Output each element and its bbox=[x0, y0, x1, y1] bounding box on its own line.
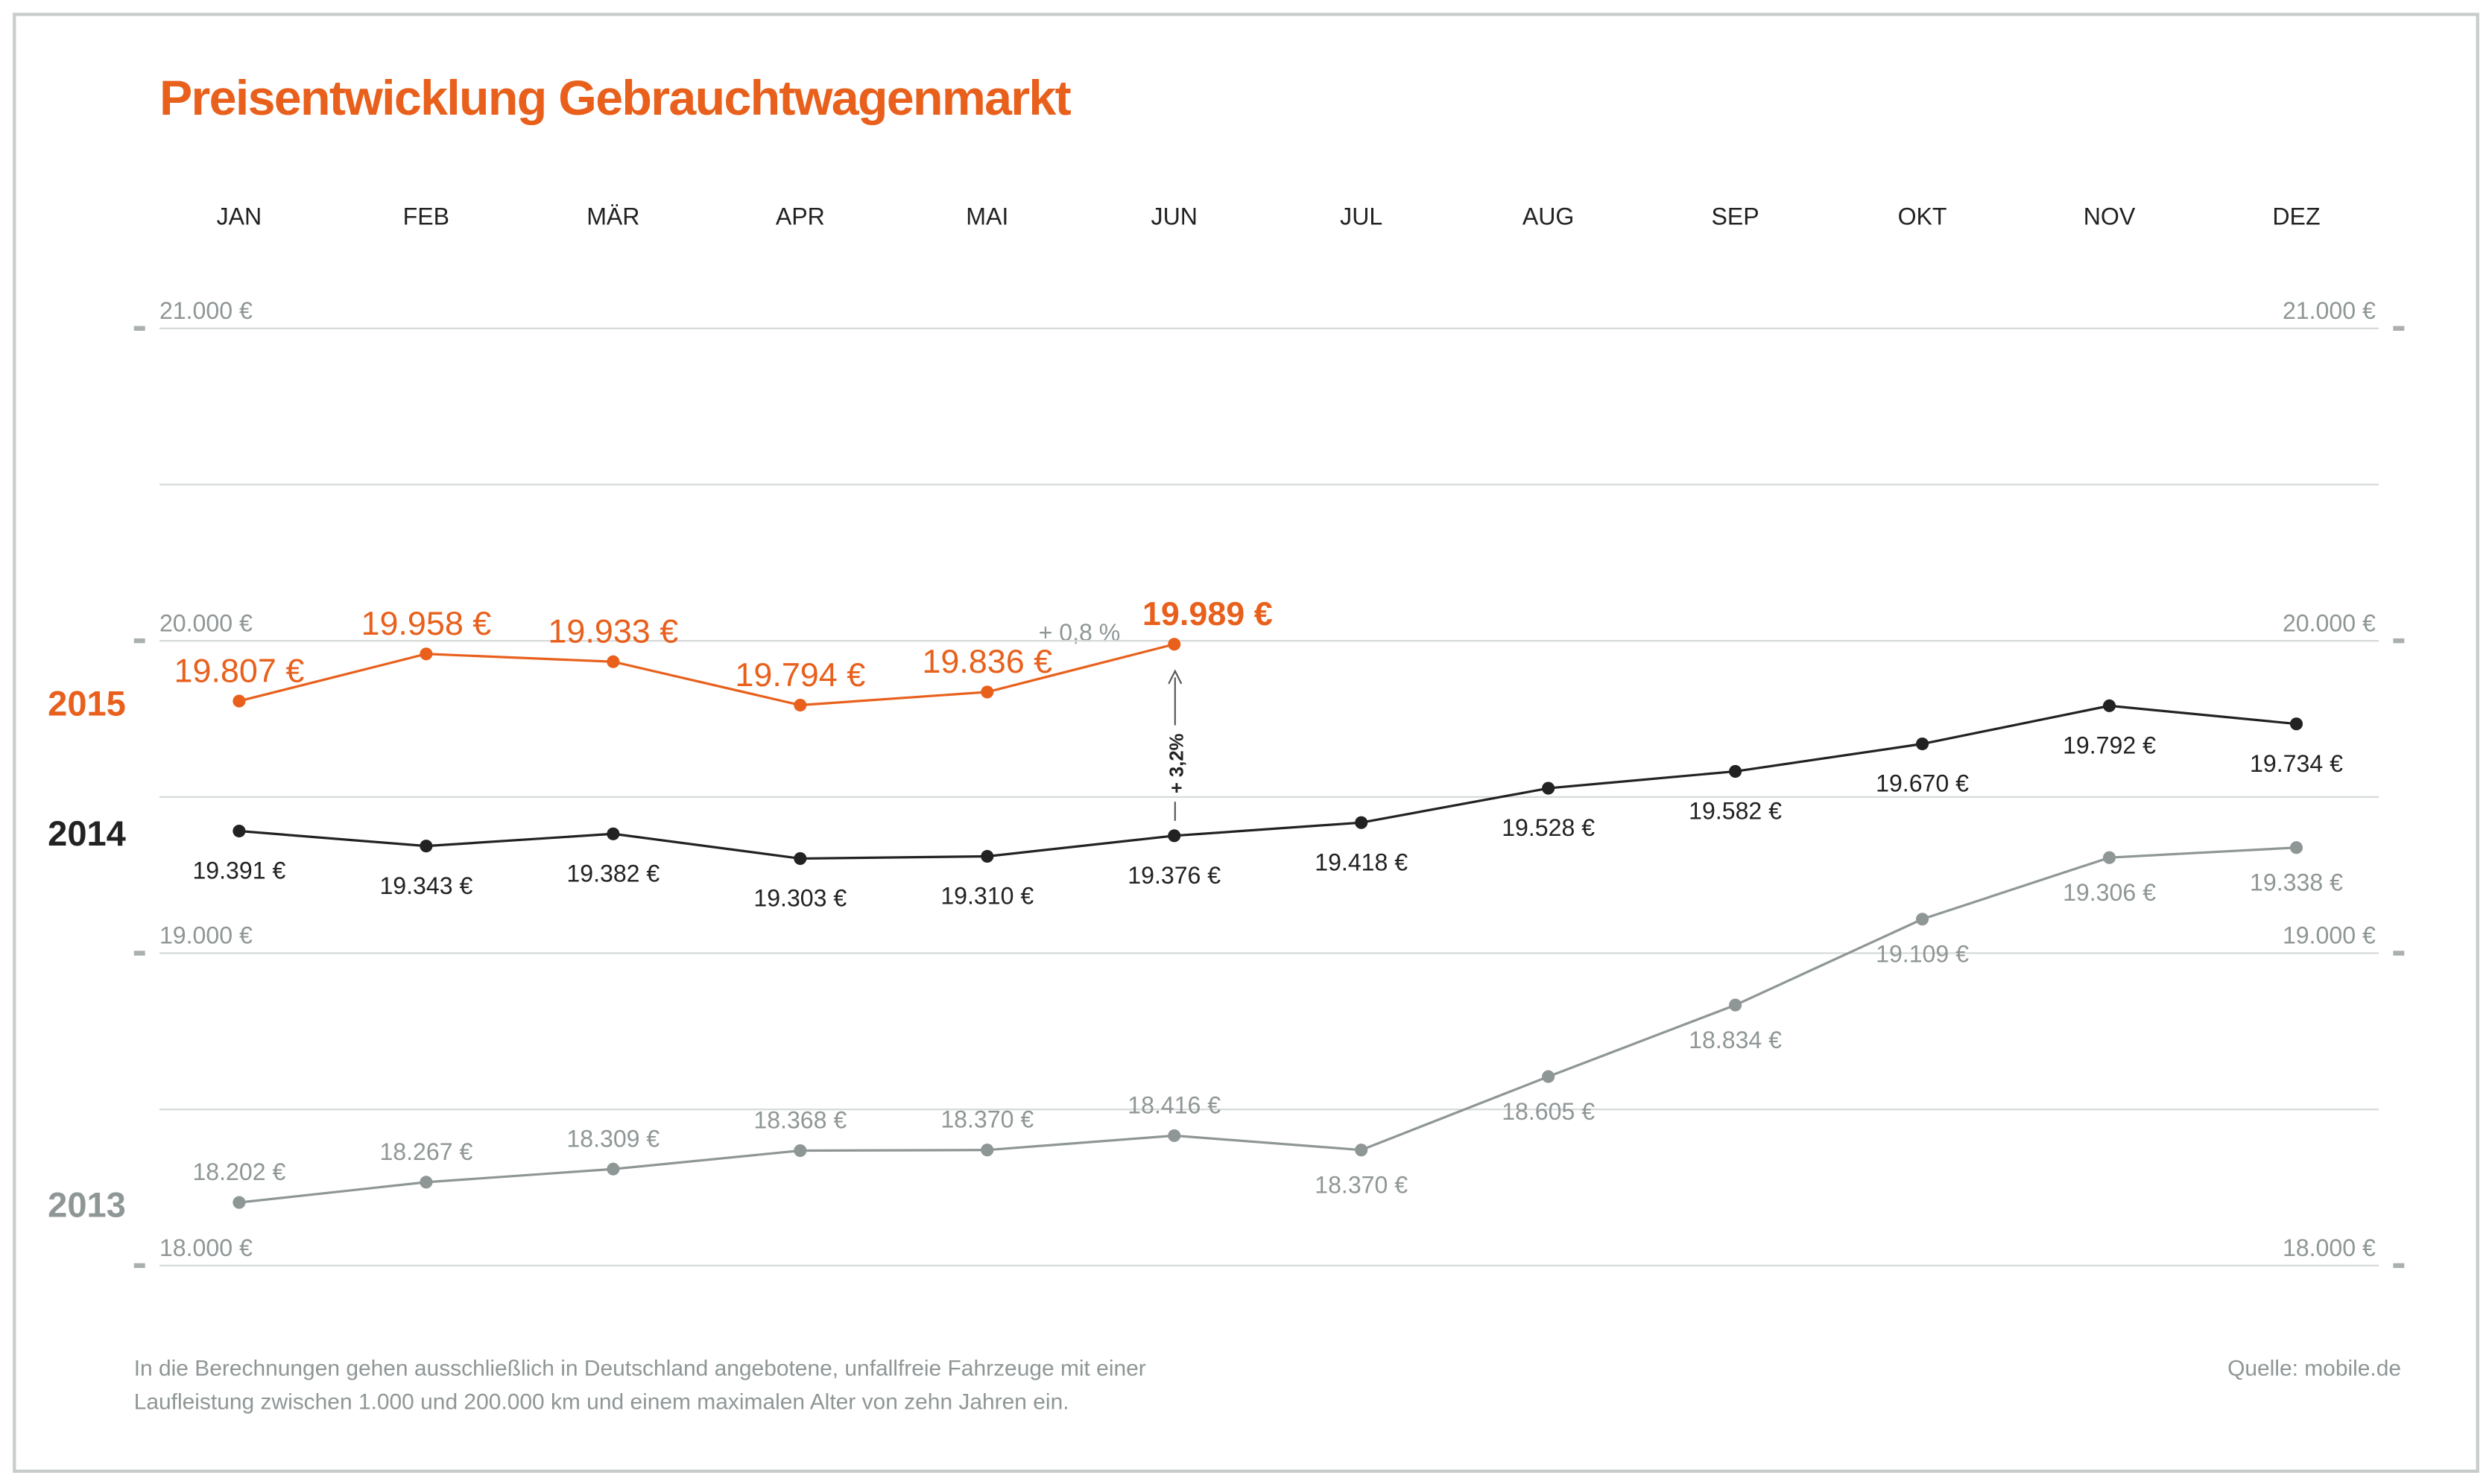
x-tick-label: MÄR bbox=[586, 203, 639, 230]
frame bbox=[13, 13, 2479, 1473]
data-label: 19.582 € bbox=[1689, 798, 1782, 825]
series-line bbox=[238, 643, 1175, 707]
x-tick-label: OKT bbox=[1898, 203, 1947, 230]
data-point bbox=[1168, 829, 1181, 843]
data-point bbox=[1355, 1144, 1368, 1157]
legend-label: 2014 bbox=[48, 814, 126, 853]
arrow-gap bbox=[1160, 725, 1190, 802]
y-tick-label: 21.000 € bbox=[159, 297, 253, 324]
y-tick-label: 20.000 € bbox=[2283, 609, 2376, 636]
data-label: 18.370 € bbox=[940, 1106, 1034, 1133]
data-label: 18.202 € bbox=[192, 1158, 285, 1185]
data-point bbox=[420, 647, 433, 661]
x-tick-label: NOV bbox=[2084, 203, 2136, 230]
data-point bbox=[2289, 841, 2303, 854]
data-label: 19.933 € bbox=[548, 612, 678, 650]
data-point bbox=[2102, 851, 2116, 864]
x-tick-label: JUN bbox=[1151, 203, 1198, 230]
x-tick-label: MAI bbox=[966, 203, 1008, 230]
data-label: 18.370 € bbox=[1315, 1171, 1408, 1198]
data-point bbox=[794, 1144, 807, 1158]
data-point bbox=[1916, 913, 1929, 926]
series-line bbox=[238, 704, 2297, 860]
data-label: 19.310 € bbox=[940, 883, 1034, 910]
data-point bbox=[1168, 638, 1181, 651]
data-point bbox=[981, 685, 994, 699]
data-label: 19.418 € bbox=[1315, 849, 1408, 875]
data-label: 19.807 € bbox=[174, 651, 305, 689]
data-label: 18.605 € bbox=[1502, 1098, 1595, 1125]
data-point bbox=[2102, 699, 2116, 712]
data-point bbox=[607, 1162, 620, 1176]
data-label: 18.368 € bbox=[753, 1107, 847, 1134]
source: Quelle: mobile.de bbox=[2227, 1356, 2401, 1380]
data-point bbox=[1729, 998, 1742, 1012]
legend-label: 2013 bbox=[48, 1185, 126, 1224]
y-tick-label: 19.000 € bbox=[159, 922, 253, 949]
data-label: 19.528 € bbox=[1502, 814, 1595, 841]
data-label: 19.734 € bbox=[2250, 750, 2343, 777]
data-label: 19.343 € bbox=[379, 872, 472, 899]
data-label: 18.309 € bbox=[566, 1125, 660, 1152]
data-label: 19.836 € bbox=[922, 642, 1052, 680]
y-tick-label: 21.000 € bbox=[2283, 297, 2376, 324]
data-label: 19.338 € bbox=[2250, 869, 2343, 896]
x-tick-label: DEZ bbox=[2272, 203, 2320, 230]
x-tick-label: JUL bbox=[1340, 203, 1382, 230]
y-tick-label: 20.000 € bbox=[159, 609, 253, 636]
data-point bbox=[794, 852, 807, 865]
data-point bbox=[233, 824, 246, 838]
x-tick-label: SEP bbox=[1712, 203, 1759, 230]
data-point bbox=[1168, 1129, 1181, 1142]
data-point bbox=[233, 1196, 246, 1209]
y-tick-label: 19.000 € bbox=[2283, 922, 2376, 949]
data-point bbox=[794, 698, 807, 712]
x-tick-label: JAN bbox=[217, 203, 262, 230]
footnote: In die Berechnungen gehen ausschließlich… bbox=[134, 1356, 1146, 1380]
data-point bbox=[607, 655, 620, 668]
data-label: 18.416 € bbox=[1128, 1091, 1221, 1118]
series-line bbox=[238, 846, 2297, 1204]
data-point bbox=[607, 827, 620, 840]
chart-title: Preisentwicklung Gebrauchtwagenmarkt bbox=[159, 71, 1072, 126]
data-point bbox=[1355, 816, 1368, 829]
grid bbox=[133, 326, 2405, 1269]
data-label: 19.792 € bbox=[2063, 732, 2156, 759]
data-label: 19.382 € bbox=[566, 860, 660, 887]
x-tick-label: FEB bbox=[403, 203, 449, 230]
data-point bbox=[1542, 781, 1555, 795]
x-tick-label: AUG bbox=[1522, 203, 1575, 230]
data-point bbox=[981, 1144, 994, 1157]
annotation: + 3,2% bbox=[1166, 733, 1187, 793]
data-label: 18.834 € bbox=[1689, 1027, 1782, 1053]
data-point bbox=[420, 840, 433, 853]
data-label: 19.670 € bbox=[1876, 770, 1969, 797]
footnote: Laufleistung zwischen 1.000 und 200.000 … bbox=[134, 1389, 1069, 1414]
data-label: 19.794 € bbox=[735, 656, 865, 694]
data-label: 19.958 € bbox=[361, 604, 491, 642]
y-tick-label: 18.000 € bbox=[159, 1234, 253, 1261]
data-label: 19.306 € bbox=[2063, 879, 2156, 906]
data-point bbox=[2289, 717, 2303, 731]
data-point bbox=[233, 694, 246, 708]
data-point bbox=[1916, 737, 1929, 751]
data-label: 19.391 € bbox=[192, 857, 285, 884]
data-label: 18.267 € bbox=[379, 1138, 472, 1165]
x-tick-label: APR bbox=[776, 203, 825, 230]
arrow-head bbox=[1168, 669, 1183, 685]
data-point bbox=[1729, 764, 1742, 778]
data-point bbox=[420, 1176, 433, 1189]
y-tick-label: 18.000 € bbox=[2283, 1234, 2376, 1261]
data-label: 19.989 € bbox=[1142, 594, 1273, 632]
legend-label: 2015 bbox=[48, 683, 126, 723]
data-label: 19.303 € bbox=[753, 885, 847, 912]
data-label: 19.109 € bbox=[1876, 941, 1969, 968]
data-point bbox=[1542, 1070, 1555, 1083]
data-label: 19.376 € bbox=[1128, 862, 1221, 889]
data-point bbox=[981, 849, 994, 863]
